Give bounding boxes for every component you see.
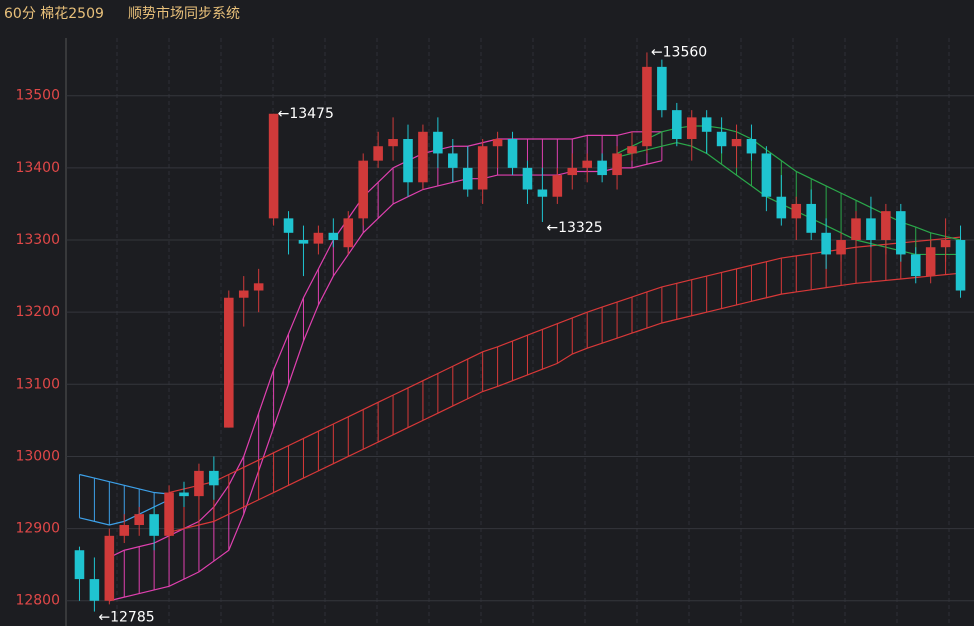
candle-body: [627, 146, 637, 154]
band-upper: [109, 131, 662, 559]
candle-body: [224, 297, 234, 428]
candle-body: [522, 167, 533, 190]
candle-body: [866, 218, 876, 241]
candle-body: [701, 117, 712, 132]
band-upper: [79, 473, 170, 495]
candle-body: [806, 203, 816, 233]
band-upper: [168, 236, 961, 494]
candle-body: [761, 153, 772, 197]
candle-body: [298, 240, 309, 244]
y-tick-label: 13200: [15, 304, 60, 320]
candle-body: [89, 579, 100, 601]
candle-body: [179, 492, 189, 497]
band-upper: [616, 125, 961, 241]
candle-body: [612, 153, 622, 176]
candle-body: [283, 218, 294, 233]
candle-body: [791, 203, 802, 219]
candle-body: [896, 211, 906, 255]
candle-body: [433, 131, 443, 154]
band-lower: [616, 141, 961, 256]
candle-body: [253, 283, 264, 291]
candle-body: [657, 66, 667, 111]
candle-body: [462, 167, 473, 190]
candle-body: [358, 160, 368, 219]
candle-body: [910, 254, 921, 277]
chart-title: 60分 棉花2509: [4, 5, 104, 22]
candle-body: [373, 146, 383, 161]
candle-body: [418, 131, 428, 183]
y-tick-label: 13300: [15, 232, 60, 248]
candle-body: [119, 524, 130, 536]
candle-body: [746, 139, 757, 154]
y-tick-label: 13400: [15, 160, 60, 176]
candle-body: [164, 492, 174, 536]
candle-body: [268, 113, 279, 219]
candle-body: [507, 139, 518, 168]
candle-body: [731, 139, 742, 147]
candle-body: [388, 139, 398, 147]
candle-body: [567, 167, 578, 176]
candle-body: [821, 232, 831, 255]
annotation: ←13560: [651, 44, 707, 60]
y-tick-label: 12900: [15, 521, 60, 537]
y-tick-label: 12800: [15, 593, 60, 609]
candle-body: [881, 211, 891, 241]
candle-body: [328, 232, 339, 241]
candle-body: [343, 218, 354, 248]
candle-body: [925, 247, 936, 277]
candle-body: [104, 535, 115, 601]
candle-body: [836, 240, 846, 255]
candle-body: [552, 175, 563, 197]
candle-body: [597, 160, 607, 176]
band-lower: [168, 272, 961, 533]
annotation: ←12785: [98, 610, 154, 626]
candle-body: [955, 240, 966, 291]
candle-body: [940, 240, 951, 248]
candle-body: [194, 470, 204, 497]
candle-body: [776, 196, 787, 219]
candle-body: [642, 66, 652, 147]
candle-body: [448, 153, 458, 168]
candle-body: [209, 470, 219, 486]
annotation: ←13475: [278, 106, 334, 122]
candle-body: [851, 218, 861, 241]
candle-body: [313, 232, 324, 244]
annotation: ←13325: [546, 220, 602, 236]
candle-body: [672, 110, 682, 140]
y-tick-label: 13100: [15, 376, 60, 392]
candle-body: [74, 550, 85, 580]
candle-body: [537, 189, 548, 197]
chart-subtitle: 顺势市场同步系统: [128, 5, 240, 22]
candle-body: [149, 514, 159, 536]
candle-body: [582, 160, 592, 168]
candle-body: [403, 139, 413, 183]
candle-body: [686, 117, 697, 140]
candle-body: [477, 146, 488, 190]
candle-body: [134, 514, 144, 525]
candle-body: [238, 290, 249, 298]
candle-body: [492, 139, 503, 147]
y-tick-label: 13000: [15, 448, 60, 464]
candle-body: [716, 131, 727, 147]
y-tick-label: 13500: [15, 88, 60, 104]
